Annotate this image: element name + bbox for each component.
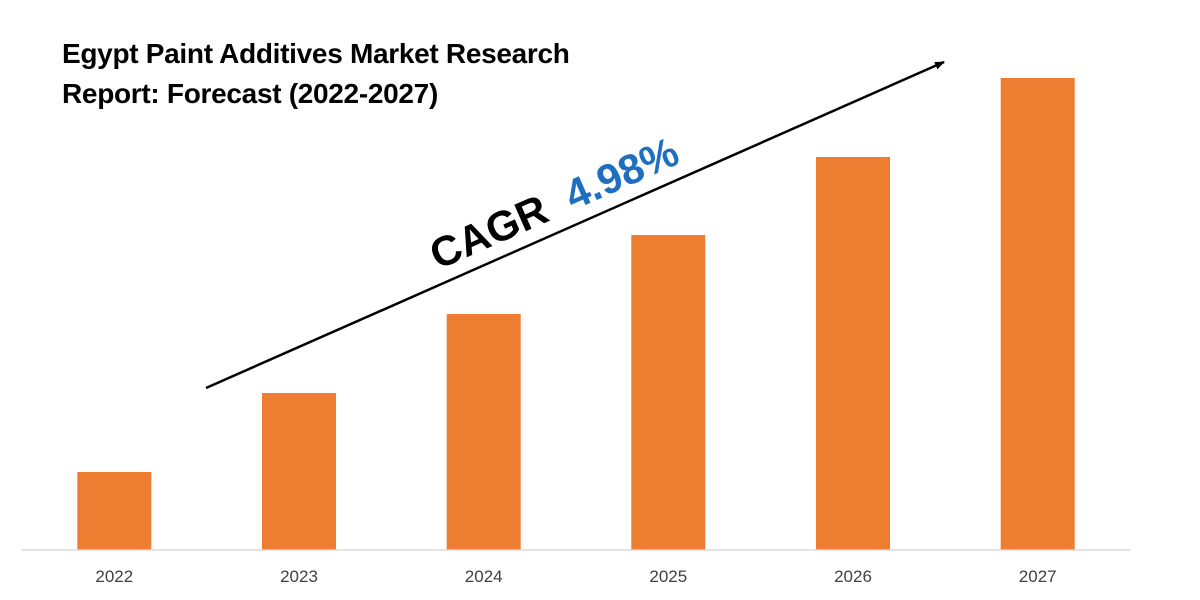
bar-2026 [816, 157, 890, 550]
x-tick-label-2023: 2023 [280, 567, 318, 586]
bar-2023 [262, 393, 336, 550]
trend-arrow [205, 60, 945, 390]
x-tick-label-2024: 2024 [465, 567, 503, 586]
x-tick-label-2026: 2026 [834, 567, 872, 586]
bar-2022 [77, 472, 152, 550]
x-tick-label-2022: 2022 [95, 567, 133, 586]
chart-title: Egypt Paint Additives Market Research Re… [62, 38, 570, 109]
bars-group [77, 78, 1075, 550]
bar-2024 [446, 314, 521, 550]
bar-2025 [631, 235, 706, 550]
x-tick-label-2027: 2027 [1019, 567, 1057, 586]
x-axis-ticks: 2022 2023 2024 2025 2026 2027 [95, 567, 1056, 586]
bar-2027 [1000, 78, 1075, 550]
x-tick-label-2025: 2025 [649, 567, 687, 586]
